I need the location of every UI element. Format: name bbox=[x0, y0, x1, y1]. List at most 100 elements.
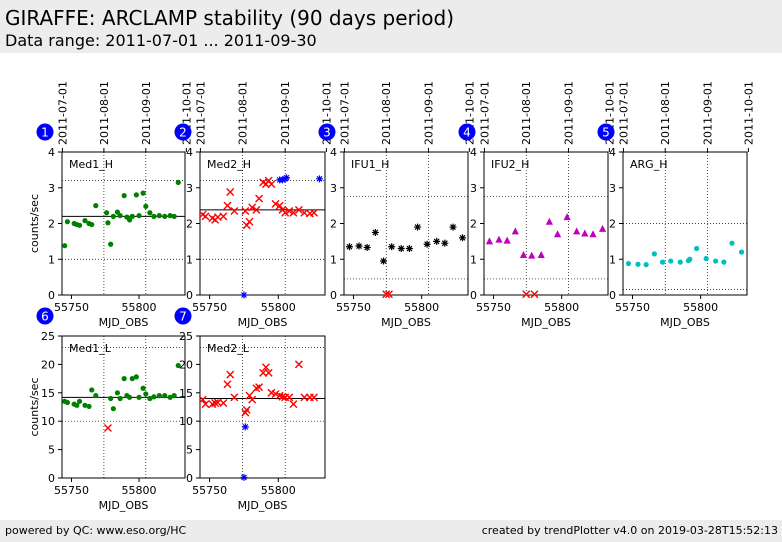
panel-6-frame bbox=[61, 335, 186, 479]
panel-7-xtick-label-1: 55800 bbox=[261, 484, 296, 497]
panel-5-series-0-point-11 bbox=[713, 258, 719, 264]
panel-3-series-0-point-5 bbox=[388, 243, 396, 251]
panel-7-series-0-point-1 bbox=[201, 400, 210, 409]
panel-6-series-0-point-27 bbox=[175, 362, 181, 369]
panel-3-xtick-label-0: 55750 bbox=[336, 301, 371, 314]
panel-4-xtick-label-1: 55800 bbox=[544, 301, 579, 314]
panel-1-label: Med1_H bbox=[69, 158, 113, 171]
panel-6-series-0-point-24 bbox=[162, 393, 168, 399]
panel-6-series-0-point-3 bbox=[74, 402, 80, 408]
panel-5-label: ARG_H bbox=[630, 158, 667, 171]
panel-4-series-0-point-1 bbox=[495, 235, 503, 243]
panel-2-series-0-point-28 bbox=[310, 208, 319, 217]
panel-4-badge-number: 4 bbox=[463, 126, 471, 140]
panel-3-frame bbox=[343, 151, 469, 296]
panel-6-series-0-point-23 bbox=[156, 393, 162, 399]
panel-3-ytick-label-3: 3 bbox=[330, 182, 337, 195]
panel-7-ytick-label-0: 0 bbox=[186, 472, 193, 485]
panel-3-series-0-point-9 bbox=[423, 240, 431, 248]
panel-4-series-0-point-13 bbox=[598, 224, 607, 232]
panel-4-badge bbox=[458, 123, 476, 141]
panel-2-series-0-point-13 bbox=[252, 205, 261, 214]
panel-1-series-0-point-26 bbox=[162, 213, 168, 219]
panel-4-ytick-label-4: 4 bbox=[470, 146, 477, 159]
panel-5-frame bbox=[622, 151, 748, 296]
panel-4-series-1-point-1 bbox=[530, 290, 539, 299]
panel-3-badge bbox=[318, 123, 336, 141]
panel-2-ytick-label-1: 1 bbox=[186, 253, 193, 266]
panel-4-series-0-point-4 bbox=[519, 250, 528, 258]
panel-7-ytick-label-1: 5 bbox=[186, 444, 193, 457]
panel-2-xtick-label-0: 55750 bbox=[192, 301, 227, 314]
panel-7-series-0-point-21 bbox=[278, 392, 287, 401]
panel-6-series-1-point-0 bbox=[103, 424, 112, 433]
panel-7-series-0-point-6 bbox=[223, 380, 232, 389]
panel-1-series-0-point-22 bbox=[143, 203, 149, 209]
panel-2-series-1-point-2 bbox=[278, 176, 286, 184]
panel-1-date-label-2: 2011-09-01 bbox=[140, 81, 153, 145]
panel-7-series-0-point-28 bbox=[310, 393, 319, 402]
panel-7-badge-number: 7 bbox=[179, 310, 187, 324]
panel-7-series-0-point-12 bbox=[248, 395, 257, 404]
panel-4-series-0-point-12 bbox=[589, 230, 597, 238]
panel-1-badge-number: 1 bbox=[41, 126, 49, 140]
panel-6-series-0-point-20 bbox=[143, 391, 149, 397]
panel-7-label: Med2_L bbox=[207, 342, 250, 355]
panel-2-ytick-label-0: 0 bbox=[186, 289, 193, 302]
panel-4-series-0-point-8 bbox=[553, 230, 562, 238]
panel-2-ytick-label-2: 2 bbox=[186, 218, 193, 231]
panel-2-series-1-point-0 bbox=[240, 291, 248, 299]
panel-4-series-0-point-3 bbox=[511, 227, 519, 235]
panel-1-series-0-point-27 bbox=[167, 213, 173, 219]
panel-5-series-0-point-13 bbox=[729, 240, 735, 246]
panel-7-ytick-label-3: 15 bbox=[179, 387, 193, 400]
panel-4-ytick-label-1: 1 bbox=[470, 253, 477, 266]
panel-5-date-label-1: 2011-08-01 bbox=[659, 81, 672, 145]
panel-5-date-label-2: 2011-09-01 bbox=[701, 81, 714, 145]
panel-2-date-label-1: 2011-08-01 bbox=[237, 81, 250, 145]
panel-3-series-0-point-2 bbox=[363, 243, 371, 251]
panel-4-series-1-point-0 bbox=[522, 290, 531, 299]
panel-6-series-0-point-19 bbox=[140, 385, 146, 391]
panel-5-series-0-point-10 bbox=[703, 255, 709, 262]
panel-7-frame bbox=[199, 335, 326, 479]
panel-3-series-0-point-1 bbox=[355, 242, 363, 250]
panel-4-series-0-point-11 bbox=[581, 229, 589, 237]
panel-2-series-0-point-18 bbox=[267, 180, 276, 189]
panel-5-series-0-point-3 bbox=[651, 251, 657, 257]
panel-2-series-0-point-23 bbox=[285, 206, 294, 215]
panel-3-series-0-point-13 bbox=[459, 234, 467, 242]
panel-6-xlabel: MJD_OBS bbox=[99, 499, 149, 512]
panel-6-series-0-point-5 bbox=[82, 402, 88, 408]
panel-7-series-0-point-25 bbox=[294, 360, 303, 369]
panel-6-ytick-label-1: 5 bbox=[48, 444, 55, 457]
panel-5-badge-number: 5 bbox=[602, 126, 610, 140]
panel-7-series-0-point-10 bbox=[242, 405, 251, 414]
panel-1-series-0-point-1 bbox=[64, 219, 71, 225]
panel-1-series-0-point-28 bbox=[171, 213, 177, 219]
panel-2-date-label-2: 2011-09-01 bbox=[279, 81, 292, 145]
panel-1-series-0-point-10 bbox=[105, 220, 111, 226]
footer-credit: powered by QC: www.eso.org/HC bbox=[5, 524, 187, 537]
panel-6-series-0-point-11 bbox=[114, 390, 121, 396]
header-bar: GIRAFFE: ARCLAMP stability (90 days peri… bbox=[0, 0, 782, 53]
panel-1-series-0-point-12 bbox=[110, 213, 116, 219]
panel-1-series-0-point-24 bbox=[151, 213, 157, 219]
panel-6-ytick-label-0: 0 bbox=[48, 472, 55, 485]
panel-4-date-label-2: 2011-09-01 bbox=[562, 81, 575, 145]
panel-2-series-0-point-20 bbox=[275, 201, 284, 210]
panel-2-series-0-point-14 bbox=[255, 194, 264, 203]
panel-2-label: Med2_H bbox=[207, 158, 251, 171]
panel-3-xlabel: MJD_OBS bbox=[381, 316, 431, 329]
panel-5-xtick-label-1: 55800 bbox=[683, 301, 718, 314]
panel-4-series-0-point-2 bbox=[503, 236, 511, 244]
panel-6-series-0-point-13 bbox=[121, 376, 127, 382]
panel-5-ytick-label-2: 2 bbox=[609, 218, 616, 231]
panel-7-series-0-point-11 bbox=[245, 391, 254, 400]
panel-1-ytick-label-1: 1 bbox=[48, 253, 55, 266]
panel-2-xtick-label-1: 55800 bbox=[261, 301, 296, 314]
panel-1-series-0-point-14 bbox=[117, 213, 123, 219]
panel-4-series-0-point-10 bbox=[573, 227, 581, 235]
panel-5-ytick-label-3: 3 bbox=[609, 182, 616, 195]
